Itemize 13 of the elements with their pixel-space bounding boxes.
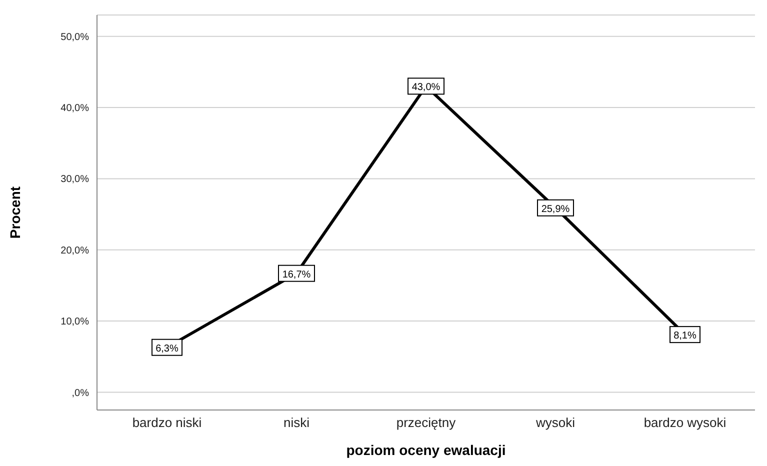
y-tick-label: 50,0% bbox=[60, 32, 90, 43]
y-tick-label: ,0% bbox=[72, 388, 90, 399]
x-tick-label: przeciętny bbox=[396, 415, 456, 430]
x-axis-title: poziom oceny ewaluacji bbox=[346, 442, 506, 458]
x-tick-label: niski bbox=[283, 415, 310, 430]
y-tick-label: 30,0% bbox=[60, 174, 90, 186]
x-tick-label: bardzo niski bbox=[132, 415, 202, 430]
y-axis-title: Procent bbox=[6, 186, 23, 239]
x-tick-label: wysoki bbox=[534, 415, 576, 430]
y-tick-label: 40,0% bbox=[60, 103, 90, 114]
y-tick-label: 20,0% bbox=[60, 245, 90, 256]
y-tick-label: 10,0% bbox=[60, 316, 90, 328]
x-tick-label: bardzo wysoki bbox=[644, 415, 726, 430]
